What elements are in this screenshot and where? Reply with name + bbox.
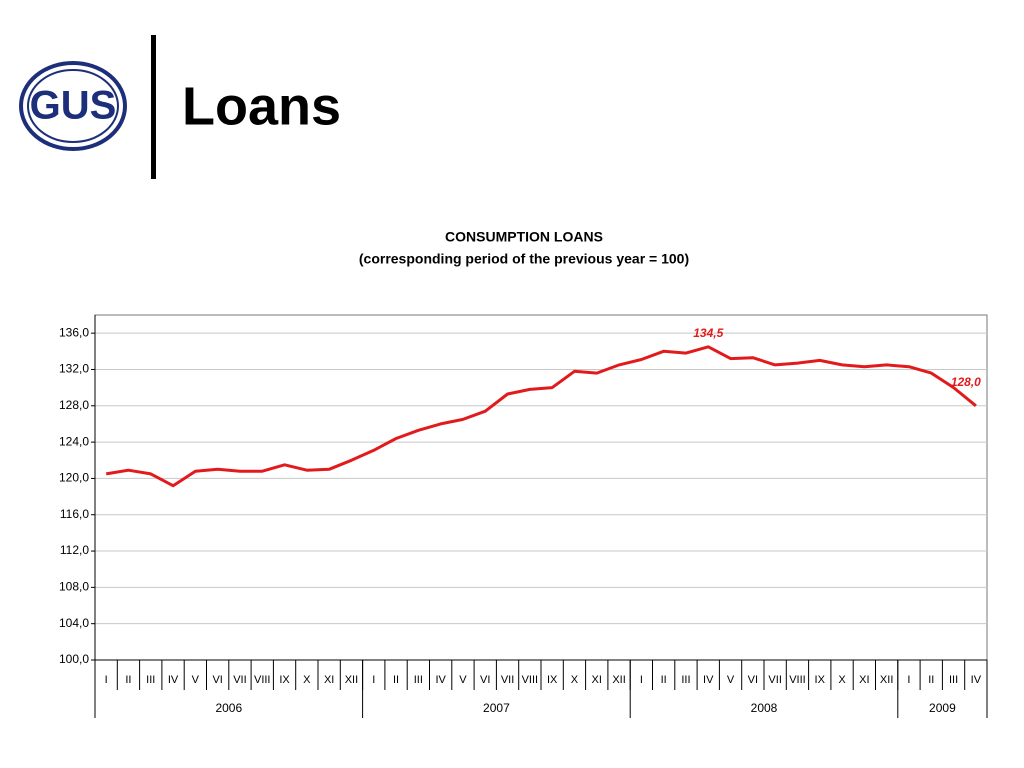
x-tick-label: VII bbox=[768, 674, 781, 686]
x-tick-label: X bbox=[838, 674, 846, 686]
y-tick-label: 124,0 bbox=[59, 434, 89, 448]
year-label: 2006 bbox=[215, 701, 242, 715]
x-tick-label: V bbox=[727, 674, 735, 686]
x-tick-label: II bbox=[661, 674, 667, 686]
x-tick-label: VIII bbox=[522, 674, 539, 686]
x-tick-label: IV bbox=[703, 674, 714, 686]
x-tick-label: I bbox=[640, 674, 643, 686]
logo-ring bbox=[19, 61, 127, 151]
x-tick-label: VIII bbox=[254, 674, 271, 686]
y-tick-label: 116,0 bbox=[60, 507, 89, 521]
year-label: 2007 bbox=[483, 701, 510, 715]
x-tick-label: XI bbox=[324, 674, 334, 686]
logo: GUS bbox=[19, 61, 127, 151]
slide-title: Loans bbox=[182, 76, 341, 136]
x-tick-label: IX bbox=[279, 674, 290, 686]
x-tick-label: II bbox=[393, 674, 399, 686]
y-tick-label: 128,0 bbox=[59, 398, 89, 412]
x-tick-label: III bbox=[146, 674, 155, 686]
x-tick-label: IV bbox=[971, 674, 982, 686]
x-tick-label: VI bbox=[212, 674, 222, 686]
chart-subtitle: (corresponding period of the previous ye… bbox=[359, 251, 689, 267]
y-tick-label: 108,0 bbox=[59, 580, 89, 594]
x-tick-label: X bbox=[303, 674, 311, 686]
x-tick-label: I bbox=[907, 674, 910, 686]
x-tick-label: I bbox=[372, 674, 375, 686]
x-tick-label: III bbox=[949, 674, 958, 686]
x-tick-label: VII bbox=[501, 674, 514, 686]
year-label: 2008 bbox=[751, 701, 778, 715]
value-label: 128,0 bbox=[951, 375, 981, 389]
x-tick-label: V bbox=[192, 674, 200, 686]
x-tick-label: IX bbox=[815, 674, 826, 686]
y-tick-label: 120,0 bbox=[59, 471, 89, 485]
x-tick-label: XII bbox=[880, 674, 893, 686]
x-tick-label: II bbox=[125, 674, 131, 686]
x-tick-label: IX bbox=[547, 674, 558, 686]
x-tick-label: V bbox=[459, 674, 467, 686]
year-label: 2009 bbox=[929, 701, 956, 715]
x-tick-label: XI bbox=[592, 674, 602, 686]
y-tick-label: 112,0 bbox=[60, 543, 89, 557]
value-label: 134,5 bbox=[693, 326, 723, 340]
logo-text: GUS bbox=[30, 84, 117, 128]
x-tick-label: XII bbox=[345, 674, 358, 686]
x-tick-label: II bbox=[928, 674, 934, 686]
y-tick-label: 100,0 bbox=[59, 652, 89, 666]
x-tick-label: III bbox=[681, 674, 690, 686]
x-tick-label: XI bbox=[859, 674, 869, 686]
logo-ring-inner bbox=[27, 69, 119, 143]
data-line bbox=[105, 345, 977, 488]
x-tick-label: IV bbox=[168, 674, 179, 686]
x-tick-label: VI bbox=[748, 674, 758, 686]
chart-title: CONSUMPTION LOANS bbox=[445, 229, 603, 245]
x-tick-label: III bbox=[414, 674, 423, 686]
x-tick-label: VIII bbox=[789, 674, 806, 686]
y-tick-label: 136,0 bbox=[59, 325, 89, 339]
divider bbox=[151, 35, 156, 179]
x-tick-label: VI bbox=[480, 674, 490, 686]
x-tick-label: IV bbox=[435, 674, 446, 686]
y-tick-label: 132,0 bbox=[59, 362, 89, 376]
x-tick-label: VII bbox=[233, 674, 246, 686]
y-tick-label: 104,0 bbox=[59, 616, 89, 630]
x-tick-label: X bbox=[571, 674, 579, 686]
x-tick-label: XII bbox=[612, 674, 625, 686]
x-tick-label: I bbox=[105, 674, 108, 686]
